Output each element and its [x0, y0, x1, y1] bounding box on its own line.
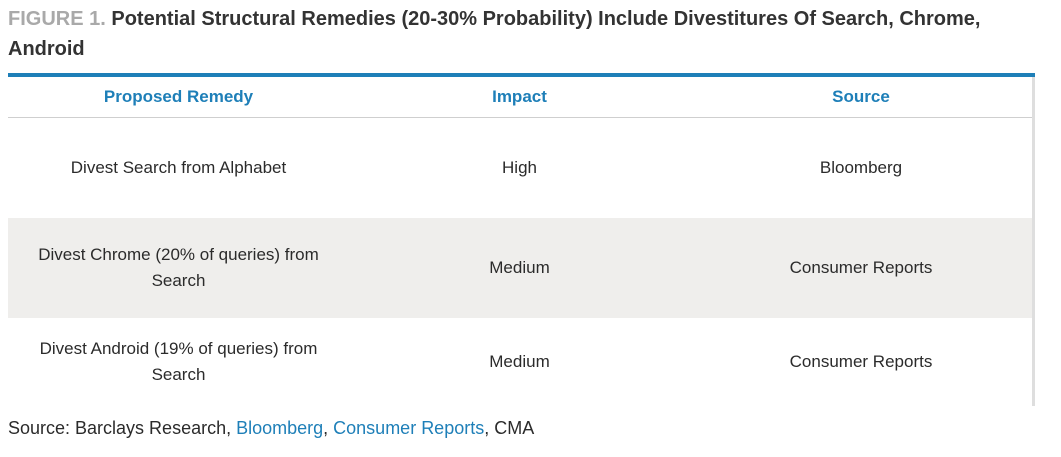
table-right-rule	[1032, 77, 1035, 406]
cell-source: Consumer Reports	[789, 352, 933, 371]
figure-title-text: Potential Structural Remedies (20-30% Pr…	[8, 8, 981, 60]
cell-impact: Medium	[349, 218, 690, 318]
table-header-row: Proposed Remedy Impact Source	[8, 77, 1032, 118]
cell-impact: Medium	[489, 352, 550, 371]
source-link-bloomberg[interactable]: Bloomberg	[236, 418, 324, 438]
table-row: Divest Android (19% of queries) from Sea…	[8, 318, 1032, 406]
source-note: Source: Barclays Research, Bloomberg, Co…	[8, 418, 534, 439]
header-impact: Impact	[349, 77, 690, 118]
remedies-table: Proposed Remedy Impact Source Divest Sea…	[8, 77, 1032, 406]
cell-source: Bloomberg	[819, 158, 903, 177]
cell-source: Consumer Reports	[690, 218, 1032, 318]
header-proposed-remedy: Proposed Remedy	[8, 77, 349, 118]
cell-remedy: Divest Search from Alphabet	[70, 158, 287, 177]
cell-impact: High	[502, 158, 537, 177]
cell-remedy: Divest Android (19% of queries) from Sea…	[39, 339, 318, 384]
figure-title: FIGURE 1. Potential Structural Remedies …	[8, 4, 1038, 64]
cell-remedy: Divest Chrome (20% of queries) from Sear…	[8, 218, 349, 318]
header-source: Source	[690, 77, 1032, 118]
source-prefix: Source: Barclays Research,	[8, 418, 237, 438]
source-suffix: , CMA	[484, 418, 535, 438]
remedies-table-container: Proposed Remedy Impact Source Divest Sea…	[8, 73, 1035, 410]
figure-label: FIGURE 1.	[8, 8, 106, 30]
source-link-consumer-reports[interactable]: Consumer Reports	[333, 418, 485, 438]
source-separator: ,	[323, 418, 334, 438]
table-row: Divest Search from Alphabet High Bloombe…	[8, 118, 1032, 219]
table-row: Divest Chrome (20% of queries) from Sear…	[8, 218, 1032, 318]
